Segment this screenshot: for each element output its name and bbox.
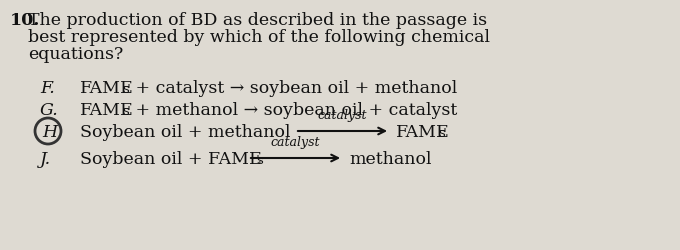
- Text: equations?: equations?: [28, 46, 123, 63]
- Text: methanol: methanol: [349, 150, 432, 167]
- Text: s: s: [256, 154, 262, 166]
- Text: FAME: FAME: [80, 102, 134, 118]
- Text: G.: G.: [40, 102, 58, 118]
- Text: s: s: [122, 104, 129, 118]
- Text: Soybean oil + methanol: Soybean oil + methanol: [80, 124, 290, 140]
- Text: FAME: FAME: [396, 124, 449, 140]
- Text: FAME: FAME: [80, 80, 134, 96]
- Text: H.: H.: [42, 124, 63, 140]
- Text: catalyst: catalyst: [318, 108, 367, 122]
- Text: 10.: 10.: [10, 12, 40, 29]
- Text: + methanol → soybean oil + catalyst: + methanol → soybean oil + catalyst: [130, 102, 457, 118]
- Text: catalyst: catalyst: [271, 136, 320, 148]
- Text: s: s: [122, 83, 129, 96]
- Text: The production of BD as described in the passage is: The production of BD as described in the…: [28, 12, 487, 29]
- Text: s: s: [438, 126, 445, 140]
- Text: + catalyst → soybean oil + methanol: + catalyst → soybean oil + methanol: [130, 80, 457, 96]
- Text: J.: J.: [40, 150, 51, 167]
- Text: Soybean oil + FAME: Soybean oil + FAME: [80, 150, 262, 167]
- Text: F.: F.: [40, 80, 55, 96]
- Text: best represented by which of the following chemical: best represented by which of the followi…: [28, 29, 490, 46]
